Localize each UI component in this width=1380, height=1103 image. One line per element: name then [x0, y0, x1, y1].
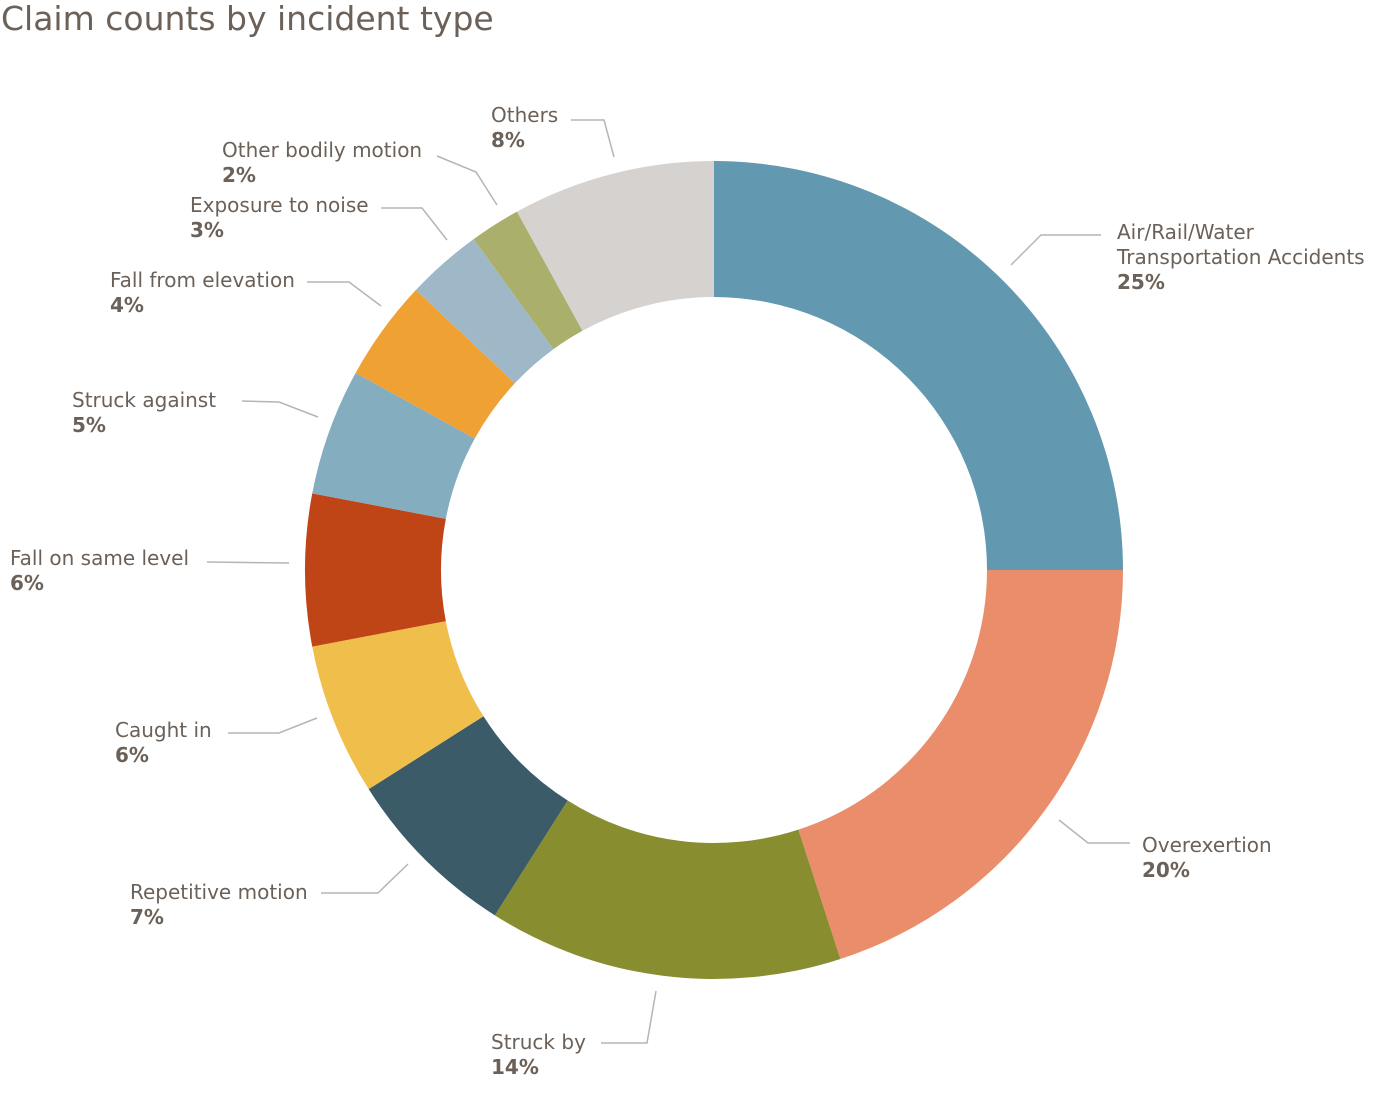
leader-line-air-rail-water — [1010, 234, 1101, 266]
label-caught-in: Caught in 6% — [115, 718, 212, 768]
percent-label: 20% — [1142, 858, 1190, 882]
label-struck-by: Struck by 14% — [491, 1030, 586, 1080]
category-label: Overexertion — [1142, 833, 1272, 857]
slice-exposure-to-noise — [415, 239, 554, 384]
percent-label: 3% — [190, 218, 224, 242]
slice-struck-against — [312, 372, 475, 519]
label-fall-from-elevation: Fall from elevation 4% — [110, 268, 295, 318]
leader-line-fall-from-elevation — [307, 281, 382, 307]
slice-air-rail-water-transportation-accidents — [714, 161, 1123, 570]
label-struck-against: Struck against 5% — [72, 388, 216, 438]
percent-label: 4% — [110, 293, 144, 317]
percent-label: 7% — [130, 905, 164, 929]
slice-fall-from-elevation — [355, 290, 515, 439]
label-others: Others 8% — [491, 103, 558, 153]
category-label: Fall from elevation — [110, 268, 295, 292]
leader-line-others — [571, 119, 615, 158]
slice-fall-on-same-level — [305, 493, 446, 647]
category-label: Others — [491, 103, 559, 127]
slice-struck-by — [494, 800, 841, 979]
label-exposure-to-noise: Exposure to noise 3% — [190, 193, 369, 243]
percent-label: 14% — [491, 1055, 539, 1079]
label-fall-on-same-level: Fall on same level 6% — [10, 546, 189, 596]
leader-line-fall-on-same-level — [206, 561, 290, 564]
leader-line-struck-against — [241, 400, 319, 418]
label-air-rail-water: Air/Rail/Water Transportation Accidents … — [1117, 220, 1379, 295]
leader-line-caught-in — [228, 717, 318, 734]
leader-line-repetitive-motion — [321, 863, 409, 894]
slice-repetitive-motion — [368, 716, 568, 916]
leader-lines — [206, 119, 1130, 1044]
category-label: Struck against — [72, 388, 217, 412]
category-label: Exposure to noise — [190, 193, 369, 217]
donut-slices — [305, 161, 1123, 979]
slice-overexertion — [798, 570, 1123, 959]
category-label: Struck by — [491, 1030, 586, 1054]
percent-label: 6% — [115, 743, 149, 767]
slice-others — [516, 161, 714, 331]
slice-other-bodily-motion — [473, 211, 583, 350]
leader-line-struck-by — [601, 990, 657, 1044]
category-label: Caught in — [115, 718, 212, 742]
chart-title: Claim counts by incident type — [1, 0, 494, 38]
category-label: Other bodily motion — [222, 138, 423, 162]
leader-line-exposure-to-noise — [381, 207, 448, 241]
category-label: Fall on same level — [10, 546, 190, 570]
percent-label: 8% — [491, 128, 525, 152]
label-overexertion: Overexertion 20% — [1142, 833, 1272, 883]
slice-caught-in — [312, 621, 484, 790]
leader-line-overexertion — [1058, 819, 1130, 844]
category-label: Repetitive motion — [130, 880, 308, 904]
label-other-bodily-motion: Other bodily motion 2% — [222, 138, 422, 188]
percent-label: 2% — [222, 163, 256, 187]
label-repetitive-motion: Repetitive motion 7% — [130, 880, 308, 930]
percent-label: 5% — [72, 413, 106, 437]
percent-label: 25% — [1117, 270, 1165, 294]
leader-line-other-bodily-motion — [436, 155, 498, 206]
category-label: Air/Rail/Water Transportation Accidents — [1117, 220, 1365, 269]
percent-label: 6% — [10, 571, 44, 595]
